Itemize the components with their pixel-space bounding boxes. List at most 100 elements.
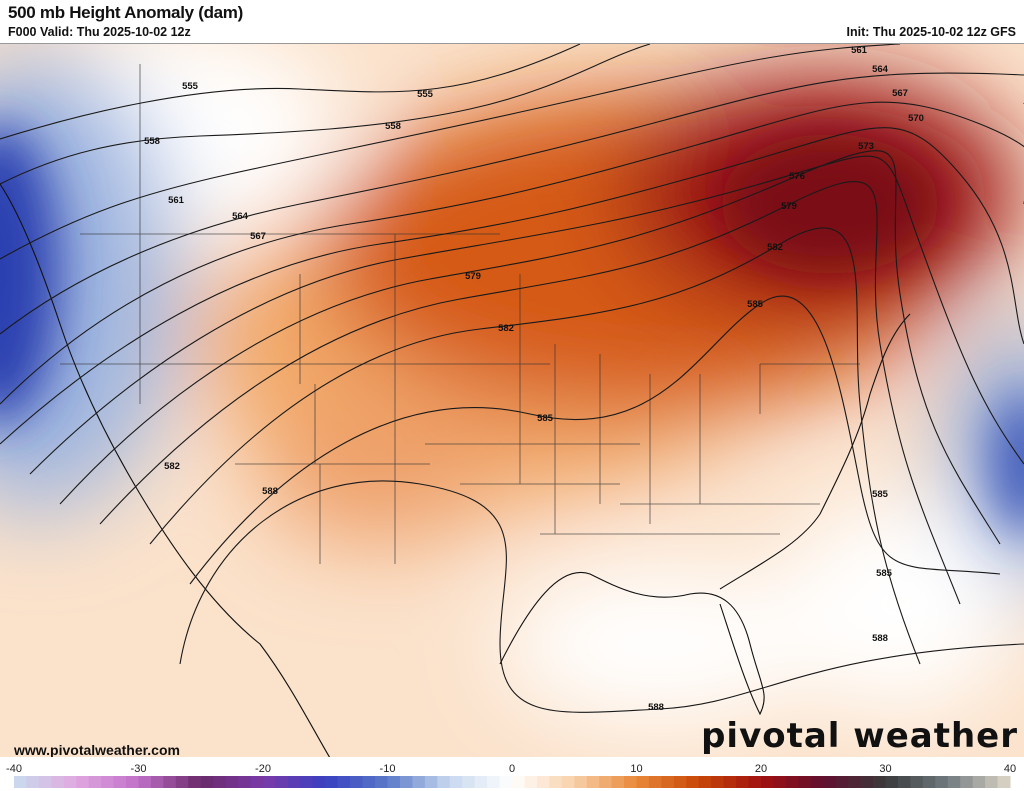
contour-labels: 555 555 558 558 561 561 564 564 567 567 … (144, 45, 924, 713)
colorbar-cell (150, 776, 164, 788)
colorbar-cell (26, 776, 40, 788)
contour-label: 561 (168, 195, 185, 206)
contour-label: 555 (417, 89, 434, 100)
colorbar-cells (14, 776, 1011, 788)
colorbar-cell (723, 776, 737, 788)
colorbar-cell (200, 776, 214, 788)
colorbar-cell (312, 776, 326, 788)
contour-label: 582 (164, 461, 180, 472)
colorbar-cell (88, 776, 102, 788)
colorbar-cell (885, 776, 899, 788)
colorbar-cell (462, 776, 476, 788)
colorbar-cell (250, 776, 264, 788)
colorbar-cell (375, 776, 388, 788)
colorbar-cell (636, 776, 650, 788)
contour-label: 573 (858, 141, 874, 152)
colorbar-cell (51, 776, 65, 788)
colorbar-cell (698, 776, 712, 788)
colorbar-cell (661, 776, 675, 788)
colorbar-cell (163, 776, 177, 788)
contour-label: 567 (250, 231, 266, 242)
colorbar-cell (524, 776, 538, 788)
height-contours (0, 44, 1024, 713)
colorbar-cell (972, 776, 986, 788)
colorbar-cell (561, 776, 575, 788)
colorbar-cell (823, 776, 837, 788)
colorbar-cell (897, 776, 911, 788)
colorbar-cell (686, 776, 700, 788)
colorbar-cell (499, 776, 513, 788)
colorbar-cell (611, 776, 625, 788)
colorbar-cell (848, 776, 862, 788)
colorbar: -40 -30 -20 -10 0 10 20 30 40 (0, 757, 1024, 791)
contour-label: 561 (851, 45, 868, 56)
colorbar-cell (474, 776, 488, 788)
colorbar-cell (38, 776, 52, 788)
colorbar-cell (711, 776, 725, 788)
colorbar-cell (549, 776, 563, 788)
colorbar-tick-label: 0 (509, 763, 515, 775)
colorbar-cell (275, 776, 289, 788)
colorbar-cell (412, 776, 426, 788)
contour-label: 558 (144, 136, 160, 147)
colorbar-cell (175, 776, 189, 788)
colorbar-cell (536, 776, 550, 788)
colorbar-cell (138, 776, 152, 788)
contour-label: 570 (908, 113, 924, 124)
anomaly-shading (0, 44, 1024, 758)
colorbar-cell (126, 776, 139, 788)
contour-label: 585 (537, 413, 554, 424)
colorbar-ticks: -40 -30 -20 -10 0 10 20 30 40 (6, 763, 1016, 775)
colorbar-cell (648, 776, 662, 788)
colorbar-cell (188, 776, 202, 788)
coastline (0, 183, 911, 758)
colorbar-cell (599, 776, 613, 788)
colorbar-cell (512, 776, 525, 788)
colorbar-cell (835, 776, 849, 788)
colorbar-cell (213, 776, 227, 788)
colorbar-cell (399, 776, 413, 788)
colorbar-cell (263, 776, 276, 788)
colorbar-cell (748, 776, 762, 788)
colorbar-cell (935, 776, 949, 788)
contour-label: 564 (872, 64, 889, 75)
colorbar-tick-label: 10 (630, 763, 642, 775)
colorbar-cell (960, 776, 974, 788)
colorbar-cell (238, 776, 252, 788)
colorbar-cell (487, 776, 501, 788)
colorbar-cell (773, 776, 787, 788)
colorbar-cell (424, 776, 438, 788)
colorbar-tick-label: -20 (255, 763, 271, 775)
colorbar-cell (113, 776, 127, 788)
contour-label: 588 (648, 702, 664, 713)
website-url: www.pivotalweather.com (14, 742, 180, 758)
valid-time: F000 Valid: Thu 2025-10-02 12z (8, 25, 191, 39)
pivotal-weather-logo: pivotal weather (701, 716, 1018, 756)
colorbar-cell (673, 776, 687, 788)
colorbar-cell (287, 776, 301, 788)
colorbar-cell (574, 776, 588, 788)
colorbar-cell (387, 776, 401, 788)
contour-label: 555 (182, 81, 199, 92)
colorbar-cell (985, 776, 999, 788)
colorbar-cell (761, 776, 774, 788)
contour-label: 558 (385, 121, 401, 132)
contour-label: 588 (262, 486, 278, 497)
colorbar-cell (14, 776, 27, 788)
contour-label: 579 (781, 201, 797, 212)
colorbar-cell (624, 776, 637, 788)
state-borders (60, 64, 860, 564)
contour-label: 588 (872, 633, 888, 644)
colorbar-tick-label: -40 (6, 763, 22, 775)
height-anomaly-map: 555 555 558 558 561 561 564 564 567 567 … (0, 43, 1024, 758)
colorbar-cell (437, 776, 451, 788)
colorbar-cell (362, 776, 376, 788)
colorbar-cell (337, 776, 351, 788)
colorbar-cell (225, 776, 239, 788)
colorbar-cell (325, 776, 339, 788)
contour-label: 582 (498, 323, 514, 334)
colorbar-cell (785, 776, 799, 788)
contour-label: 567 (892, 88, 908, 99)
colorbar-tick-label: 20 (755, 763, 767, 775)
colorbar-tick-label: 30 (879, 763, 891, 775)
